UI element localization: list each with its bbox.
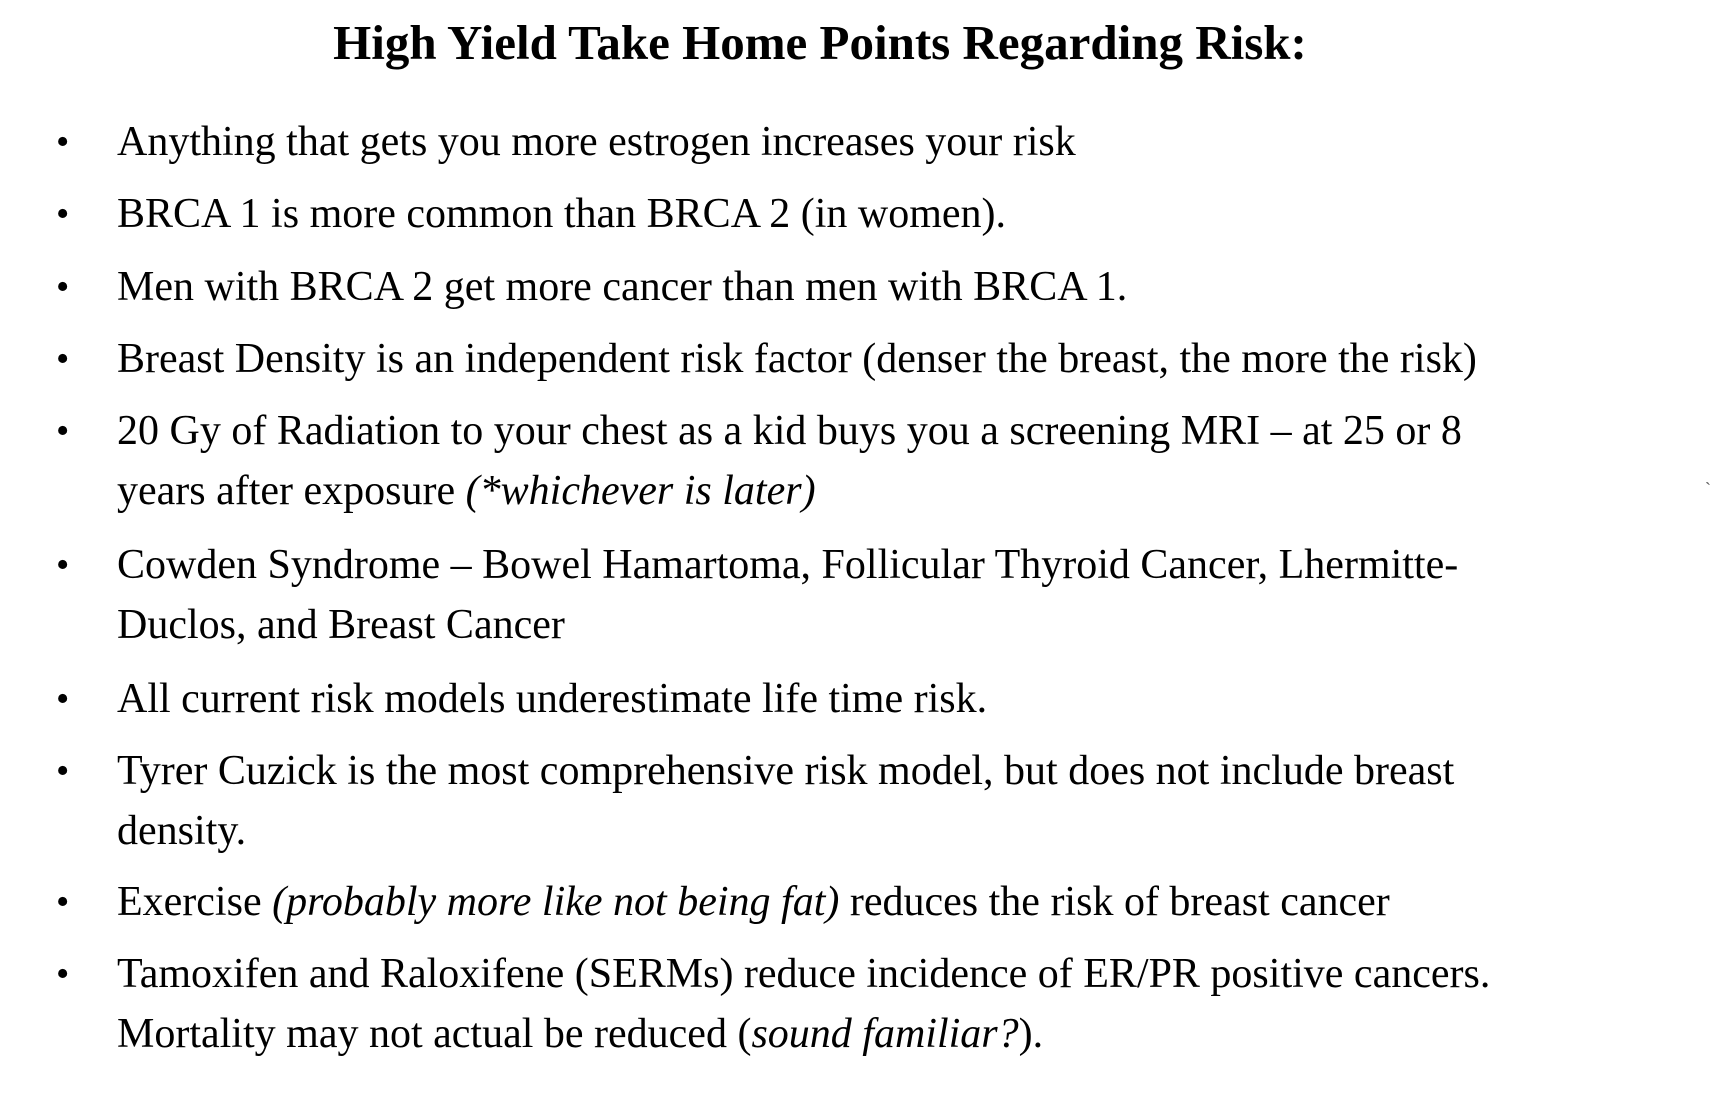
page-title: High Yield Take Home Points Regarding Ri… [333,15,1307,70]
point-text: Breast Density is an independent risk fa… [117,336,1477,382]
point-text: Exercise (probably more like not being f… [117,879,1390,925]
bullet-icon: • [56,193,70,235]
bullet-icon: • [56,338,70,380]
bullet-icon: • [56,544,70,586]
point-text: All current risk models underestimate li… [117,676,988,722]
bullet-icon: • [56,266,70,308]
bullet-icon: • [56,953,70,995]
bullet-icon: • [56,881,70,923]
bullet-icon: • [56,121,70,163]
point-text: Tyrer Cuzick is the most comprehensive r… [117,748,1455,854]
point-text: Tamoxifen and Raloxifene (SERMs) reduce … [117,951,1491,1057]
point-text: Cowden Syndrome – Bowel Hamartoma, Folli… [117,542,1459,648]
bullet-icon: • [56,410,70,452]
stray-mark-icon: ` [1705,479,1711,499]
point-text: Anything that gets you more estrogen inc… [117,119,1076,165]
point-text: 20 Gy of Radiation to your chest as a ki… [117,408,1462,514]
bullet-icon: • [56,678,70,720]
point-text: BRCA 1 is more common than BRCA 2 (in wo… [117,191,1006,237]
bullet-icon: • [56,750,70,792]
point-text: Men with BRCA 2 get more cancer than men… [117,264,1128,310]
